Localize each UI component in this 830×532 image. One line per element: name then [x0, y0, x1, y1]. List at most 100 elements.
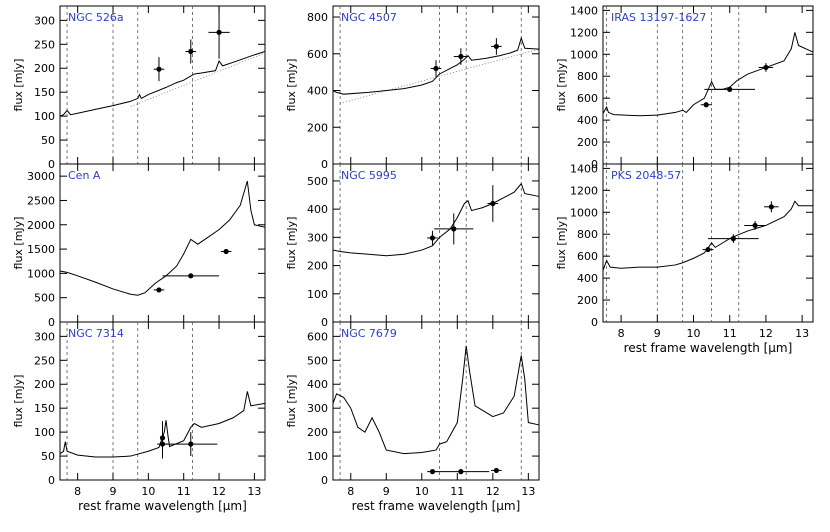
x-tick-label: 8 — [74, 485, 81, 498]
y-tick-label: 0 — [591, 158, 598, 171]
x-tick-label: 10 — [687, 327, 701, 340]
y-tick-label: 250 — [34, 354, 55, 367]
x-tick-label: 10 — [415, 485, 429, 498]
y-tick-label: 1400 — [570, 162, 598, 175]
y-tick-label: 0 — [321, 316, 328, 329]
data-point — [768, 204, 774, 210]
plot-frame — [59, 321, 266, 481]
panel-ngc5995: 0 100 200 300 400 500 flux [mJy] NGC 5995 — [285, 163, 540, 329]
panel-title: NGC 7679 — [341, 327, 397, 340]
y-axis-label: flux [mJy] — [555, 217, 568, 270]
plot-frame — [332, 5, 540, 165]
y-tick-label: 1500 — [27, 243, 55, 256]
panel-ngc526a: 0 50 100 150 200 250 300 flux [mJy] NGC 526a — [12, 5, 266, 171]
data-point — [216, 29, 222, 35]
y-tick-label: 200 — [307, 121, 328, 134]
y-tick-label: 2000 — [27, 219, 55, 232]
y-tick-label: 200 — [577, 294, 598, 307]
y-tick-label: 1000 — [27, 267, 55, 280]
data-point — [727, 86, 733, 92]
data-point — [752, 222, 758, 229]
data-point — [490, 200, 496, 207]
data-point — [188, 48, 194, 55]
panel-title: PKS 2048-57 — [611, 169, 681, 182]
y-tick-label: 2500 — [27, 194, 55, 207]
y-tick-label: 400 — [577, 114, 598, 127]
y-tick-label: 400 — [307, 85, 328, 98]
x-tick-label: 12 — [759, 327, 773, 340]
x-tick-label: 8 — [347, 485, 354, 498]
panel-ngc7679: 0 100 200 300 400 500 600 8 9 10 11 12 13 flux [mJy] r… — [285, 321, 540, 513]
plot-frame — [332, 163, 540, 323]
x-tick-label: 12 — [212, 485, 226, 498]
data-point — [730, 236, 736, 242]
continuum-line — [339, 48, 540, 104]
x-tick-label: 13 — [247, 485, 261, 498]
y-tick-label: 1200 — [570, 184, 598, 197]
y-tick-label: 500 — [307, 175, 328, 188]
x-tick-label: 12 — [486, 485, 500, 498]
y-tick-label: 150 — [34, 86, 55, 99]
y-tick-label: 100 — [34, 110, 55, 123]
panel-title: NGC 4507 — [341, 11, 397, 24]
data-point — [451, 226, 457, 232]
y-tick-label: 400 — [307, 203, 328, 216]
plot-frame — [332, 321, 540, 481]
panel-cena: 0 500 1000 1500 2000 2500 3000 flux [mJy] Cen A — [12, 163, 266, 329]
y-axis-label: flux [mJy] — [285, 217, 298, 270]
data-point — [156, 287, 162, 293]
y-tick-label: 250 — [34, 38, 55, 51]
plot-frame — [59, 163, 266, 323]
panel-ngc7314: 0 50 100 150 200 250 300 8 9 10 11 12 13 flux [mJy] re… — [12, 321, 266, 513]
x-tick-label: 10 — [141, 485, 155, 498]
data-point — [458, 53, 464, 60]
data-point — [493, 43, 499, 50]
data-point — [705, 246, 711, 253]
panel-title: IRAS 13197-1627 — [611, 11, 706, 24]
y-tick-label: 600 — [307, 48, 328, 61]
y-tick-label: 3000 — [27, 170, 55, 183]
spectrum-line — [602, 32, 814, 117]
data-point — [763, 64, 769, 71]
y-tick-label: 1200 — [570, 26, 598, 39]
y-tick-label: 800 — [577, 70, 598, 83]
x-tick-label: 9 — [383, 485, 390, 498]
x-tick-label: 9 — [654, 327, 661, 340]
data-point — [433, 65, 439, 72]
y-tick-label: 500 — [34, 292, 55, 305]
y-tick-label: 800 — [307, 11, 328, 24]
data-point — [188, 441, 194, 447]
x-tick-label: 11 — [723, 327, 737, 340]
y-tick-label: 100 — [307, 288, 328, 301]
y-tick-label: 50 — [41, 134, 55, 147]
data-point — [188, 273, 194, 279]
x-tick-label: 11 — [450, 485, 464, 498]
y-tick-label: 400 — [577, 272, 598, 285]
data-point — [429, 235, 436, 241]
x-axis-label: rest frame wavelength [μm] — [352, 499, 521, 513]
y-tick-label: 600 — [307, 330, 328, 343]
spectrum-line — [602, 200, 813, 271]
plot-frame — [602, 5, 814, 165]
y-tick-label: 500 — [307, 354, 328, 367]
y-tick-label: 0 — [48, 474, 55, 487]
y-tick-label: 300 — [34, 330, 55, 343]
data-point — [493, 467, 499, 474]
y-tick-label: 600 — [577, 250, 598, 263]
y-tick-label: 1400 — [570, 4, 598, 17]
y-tick-label: 100 — [34, 426, 55, 439]
data-point — [458, 469, 464, 475]
y-tick-label: 300 — [34, 14, 55, 27]
x-tick-label: 8 — [618, 327, 625, 340]
y-tick-label: 1000 — [570, 48, 598, 61]
data-point — [223, 248, 229, 255]
continuum-line — [130, 52, 266, 107]
panel-title: NGC 526a — [68, 11, 124, 24]
y-tick-label: 200 — [307, 260, 328, 273]
y-axis-label: flux [mJy] — [12, 375, 25, 428]
y-tick-label: 400 — [307, 378, 328, 391]
plot-frame — [59, 5, 266, 165]
spectrum-line — [332, 36, 540, 95]
y-axis-label: flux [mJy] — [285, 59, 298, 112]
